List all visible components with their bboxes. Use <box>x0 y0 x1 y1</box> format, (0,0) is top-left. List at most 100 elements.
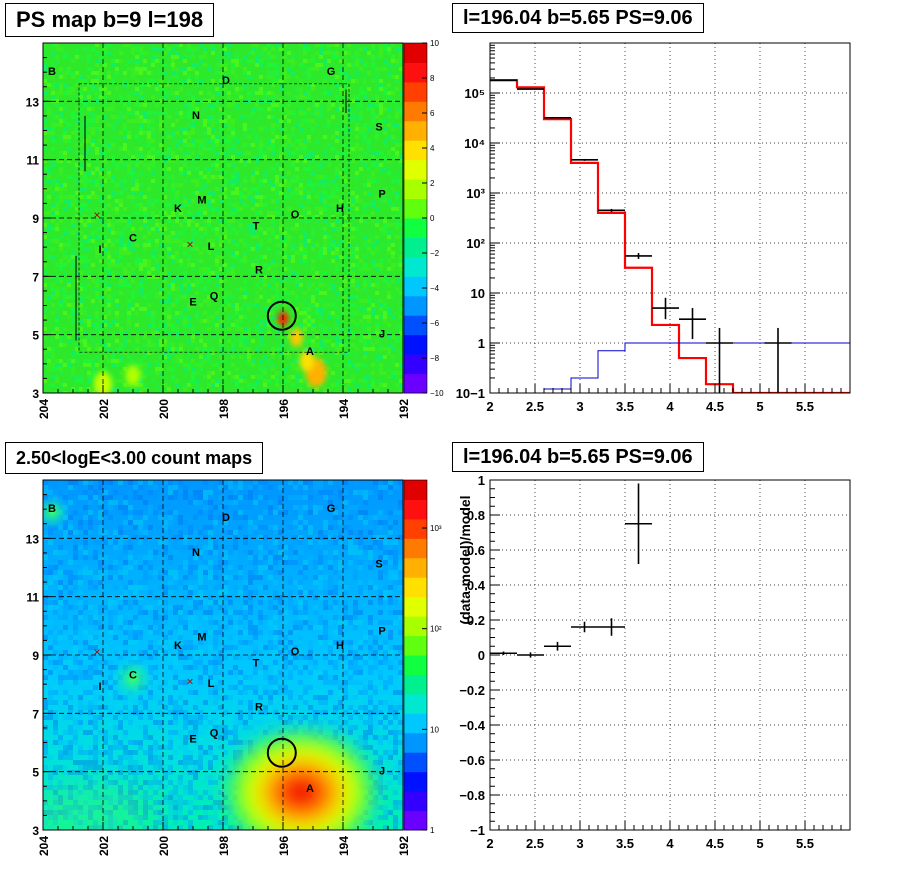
heatmap-cell <box>91 127 95 131</box>
heatmap-cell <box>243 343 247 347</box>
heatmap-cell <box>355 59 359 63</box>
heatmap-cell <box>247 231 251 235</box>
heatmap-cell <box>179 147 183 151</box>
heatmap-cell <box>291 143 295 147</box>
heatmap-cell <box>103 63 107 67</box>
heatmap-cell <box>95 179 99 183</box>
heatmap-cell <box>173 505 178 510</box>
heatmap-cell <box>379 379 383 383</box>
heatmap-cell <box>155 387 159 391</box>
heatmap-cell <box>83 47 87 51</box>
heatmap-cell <box>139 171 143 175</box>
heatmap-cell <box>373 495 378 500</box>
heatmap-cell <box>63 375 67 379</box>
heatmap-cell <box>88 480 93 485</box>
heatmap-cell <box>231 127 235 131</box>
heatmap-cell <box>63 227 67 231</box>
heatmap-cell <box>327 247 331 251</box>
heatmap-cell <box>175 311 179 315</box>
heatmap-cell <box>395 235 399 239</box>
heatmap-cell <box>167 283 171 287</box>
heatmap-cell <box>251 195 255 199</box>
heatmap-cell <box>171 155 175 159</box>
heatmap-cell <box>367 103 371 107</box>
heatmap-cell <box>167 135 171 139</box>
heatmap-cell <box>315 327 319 331</box>
heatmap-cell <box>263 127 267 131</box>
heatmap-cell <box>351 283 355 287</box>
heatmap-cell <box>219 279 223 283</box>
heatmap-cell <box>387 267 391 271</box>
heatmap-cell <box>111 355 115 359</box>
heatmap-cell <box>243 251 247 255</box>
heatmap-cell <box>95 171 99 175</box>
y-tick-label: 1 <box>478 336 485 351</box>
heatmap-cell <box>231 167 235 171</box>
heatmap-cell <box>223 367 227 371</box>
heatmap-cell <box>207 171 211 175</box>
heatmap-cell <box>363 383 367 387</box>
heatmap-cell <box>388 490 393 495</box>
heatmap-cell <box>243 347 247 351</box>
heatmap-cell <box>83 203 87 207</box>
heatmap-cell <box>59 107 63 111</box>
heatmap-cell <box>275 251 279 255</box>
heatmap-cell <box>315 203 319 207</box>
heatmap-cell <box>215 315 219 319</box>
heatmap-cell <box>371 103 375 107</box>
heatmap-cell <box>367 247 371 251</box>
heatmap-cell <box>335 95 339 99</box>
heatmap-cell <box>263 195 267 199</box>
heatmap-cell <box>151 47 155 51</box>
heatmap-cell <box>323 315 327 319</box>
heatmap-cell <box>103 95 107 99</box>
heatmap-cell <box>47 227 51 231</box>
heatmap-cell <box>71 59 75 63</box>
heatmap-cell <box>187 167 191 171</box>
heatmap-cell <box>163 287 167 291</box>
heatmap-cell <box>319 67 323 71</box>
heatmap-cell <box>335 311 339 315</box>
heatmap-cell <box>339 151 343 155</box>
heatmap-cell <box>323 199 327 203</box>
heatmap-cell <box>303 139 307 143</box>
heatmap-cell <box>163 351 167 355</box>
heatmap-cell <box>303 323 307 327</box>
heatmap-cell <box>339 239 343 243</box>
heatmap-cell <box>111 179 115 183</box>
heatmap-cell <box>227 239 231 243</box>
heatmap-cell <box>359 59 363 63</box>
heatmap-cell <box>367 383 371 387</box>
heatmap-cell <box>303 339 307 343</box>
heatmap-cell <box>399 51 403 55</box>
heatmap-cell <box>319 179 323 183</box>
heatmap-cell <box>163 111 167 115</box>
heatmap-cell <box>215 67 219 71</box>
heatmap-cell <box>203 139 207 143</box>
heatmap-cell <box>179 315 183 319</box>
heatmap-cell <box>131 47 135 51</box>
heatmap-cell <box>271 227 275 231</box>
heatmap-cell <box>195 383 199 387</box>
heatmap-cell <box>191 343 195 347</box>
heatmap-cell <box>323 307 327 311</box>
heatmap-cell <box>71 359 75 363</box>
heatmap-cell <box>199 327 203 331</box>
heatmap-cell <box>123 235 127 239</box>
heatmap-cell <box>187 323 191 327</box>
heatmap-cell <box>351 379 355 383</box>
heatmap-cell <box>183 131 187 135</box>
heatmap-cell <box>147 183 151 187</box>
heatmap-cell <box>211 379 215 383</box>
heatmap-cell <box>199 51 203 55</box>
heatmap-cell <box>379 83 383 87</box>
heatmap-cell <box>163 343 167 347</box>
heatmap-cell <box>279 235 283 239</box>
heatmap-cell <box>219 343 223 347</box>
heatmap-cell <box>355 255 359 259</box>
heatmap-cell <box>371 71 375 75</box>
heatmap-cell <box>243 63 247 67</box>
heatmap-cell <box>315 219 319 223</box>
heatmap-cell <box>371 47 375 51</box>
heatmap-cell <box>327 103 331 107</box>
